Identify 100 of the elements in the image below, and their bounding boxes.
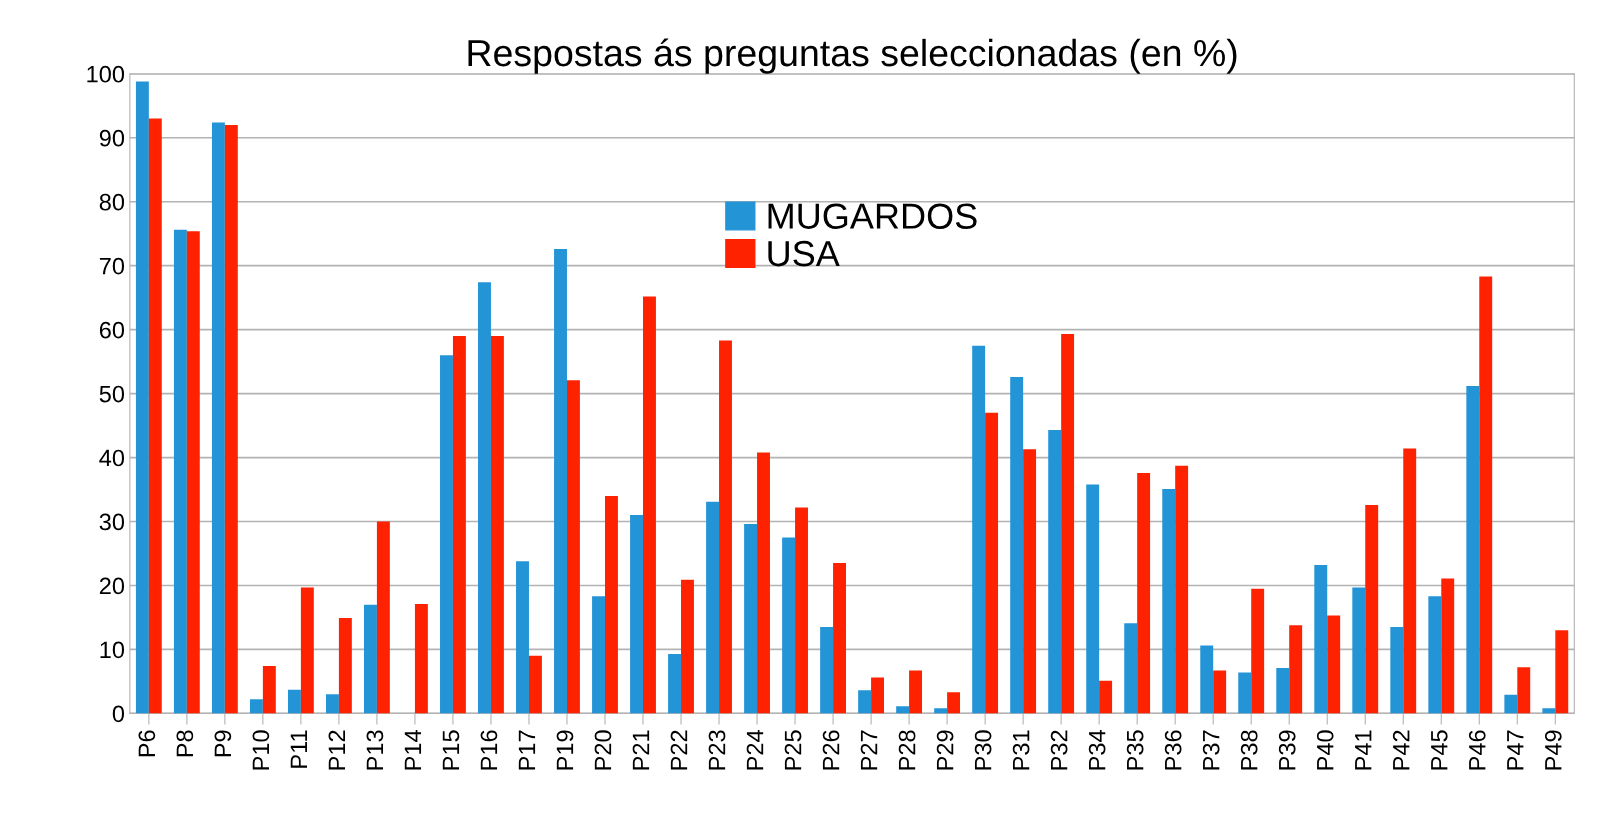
x-tick-label: P31 xyxy=(1012,730,1030,770)
bar xyxy=(757,452,770,714)
x-tick-label: P39 xyxy=(1278,730,1296,770)
x-tick-label: P13 xyxy=(366,730,384,770)
x-tick-label: P36 xyxy=(1164,730,1182,770)
bar xyxy=(1327,615,1341,714)
bar xyxy=(1238,672,1252,714)
y-tick-label: 40 xyxy=(99,449,125,467)
bar xyxy=(1048,430,1062,714)
bar xyxy=(972,345,986,714)
x-tick-label: P6 xyxy=(138,730,156,757)
x-tick-label: P46 xyxy=(1468,730,1486,770)
y-tick-label: 80 xyxy=(99,193,125,211)
bar xyxy=(1137,472,1151,714)
bar xyxy=(858,690,872,714)
bar xyxy=(224,124,238,714)
x-tick-label: P30 xyxy=(974,730,992,770)
bar xyxy=(681,579,694,714)
bar xyxy=(1517,667,1531,714)
bar xyxy=(719,340,732,714)
bar xyxy=(1314,565,1328,714)
x-tick-label: P23 xyxy=(708,730,726,770)
x-tick-label: P20 xyxy=(594,730,612,770)
chart-title: Respostas ás preguntas seleccionadas (en %) xyxy=(468,38,1237,74)
bar xyxy=(249,699,263,714)
x-tick-label: P47 xyxy=(1507,730,1524,770)
x-tick-label: P17 xyxy=(518,730,536,770)
y-tick-label: 50 xyxy=(99,385,125,403)
bar xyxy=(211,122,225,714)
bar xyxy=(820,627,834,714)
bar xyxy=(148,118,162,714)
bar xyxy=(896,706,910,714)
bar xyxy=(1276,667,1290,714)
bar xyxy=(300,587,314,714)
bar xyxy=(909,670,923,714)
bar xyxy=(1162,488,1176,714)
x-tick-label: P24 xyxy=(746,730,764,770)
x-tick-label: P12 xyxy=(328,730,346,770)
bar xyxy=(934,708,948,714)
bar xyxy=(186,231,200,714)
bar xyxy=(1365,504,1379,714)
bar xyxy=(795,507,808,714)
x-tick-label: P35 xyxy=(1126,730,1144,770)
bar xyxy=(440,355,453,714)
y-tick-label: 20 xyxy=(99,577,125,595)
x-tick-label: P25 xyxy=(784,730,802,770)
y-tick-label: 60 xyxy=(99,321,125,339)
y-tick-label: 0 xyxy=(112,705,125,723)
x-tick-label: P29 xyxy=(936,730,954,770)
bar xyxy=(592,596,605,714)
bar xyxy=(1175,465,1189,714)
bar xyxy=(528,655,542,714)
x-tick-label: P19 xyxy=(556,730,574,770)
y-tick-label: 100 xyxy=(87,65,125,83)
x-tick-label: P21 xyxy=(632,730,650,770)
x-tick-label: P41 xyxy=(1355,730,1372,770)
bar xyxy=(173,229,187,714)
legend-label: USA xyxy=(768,240,840,267)
bar xyxy=(1555,630,1569,714)
bar xyxy=(135,81,149,714)
x-tick-label: P27 xyxy=(860,730,878,770)
bar xyxy=(554,249,567,714)
bar xyxy=(985,412,999,714)
bar xyxy=(1403,448,1417,714)
bar xyxy=(1441,578,1455,714)
bar xyxy=(452,336,466,714)
x-tick-label: P37 xyxy=(1202,730,1220,770)
x-tick-label: P40 xyxy=(1316,730,1334,770)
bar xyxy=(1428,596,1442,714)
bar xyxy=(1213,670,1227,714)
legend-label: MUGARDOS xyxy=(768,203,977,229)
bar xyxy=(1390,627,1404,714)
x-tick-label: P11 xyxy=(290,730,307,768)
bar xyxy=(364,604,377,714)
bar xyxy=(262,666,276,714)
bar xyxy=(1289,625,1303,714)
x-tick-label: P28 xyxy=(898,730,916,770)
bar xyxy=(1124,623,1138,714)
bar xyxy=(744,524,758,714)
x-tick-label: P32 xyxy=(1050,730,1068,770)
x-tick-label: P10 xyxy=(252,730,270,770)
x-tick-label: P34 xyxy=(1088,730,1106,770)
bar xyxy=(1023,449,1037,714)
bar xyxy=(566,380,580,714)
x-tick-label: P8 xyxy=(176,730,194,757)
x-tick-label: P16 xyxy=(480,730,498,770)
bar xyxy=(1466,385,1480,714)
x-tick-label: P22 xyxy=(670,730,688,770)
bar xyxy=(1200,645,1214,714)
y-tick-label: 30 xyxy=(99,513,125,531)
bar xyxy=(1542,708,1556,714)
bar xyxy=(287,689,301,714)
bar xyxy=(478,282,491,714)
x-tick-label: P49 xyxy=(1544,730,1562,770)
bar xyxy=(1086,484,1100,714)
x-tick-label: P45 xyxy=(1431,730,1448,770)
y-tick-label: 70 xyxy=(99,257,125,275)
bar xyxy=(1251,588,1265,714)
x-tick-label: P42 xyxy=(1392,730,1410,770)
bar xyxy=(1061,334,1075,714)
